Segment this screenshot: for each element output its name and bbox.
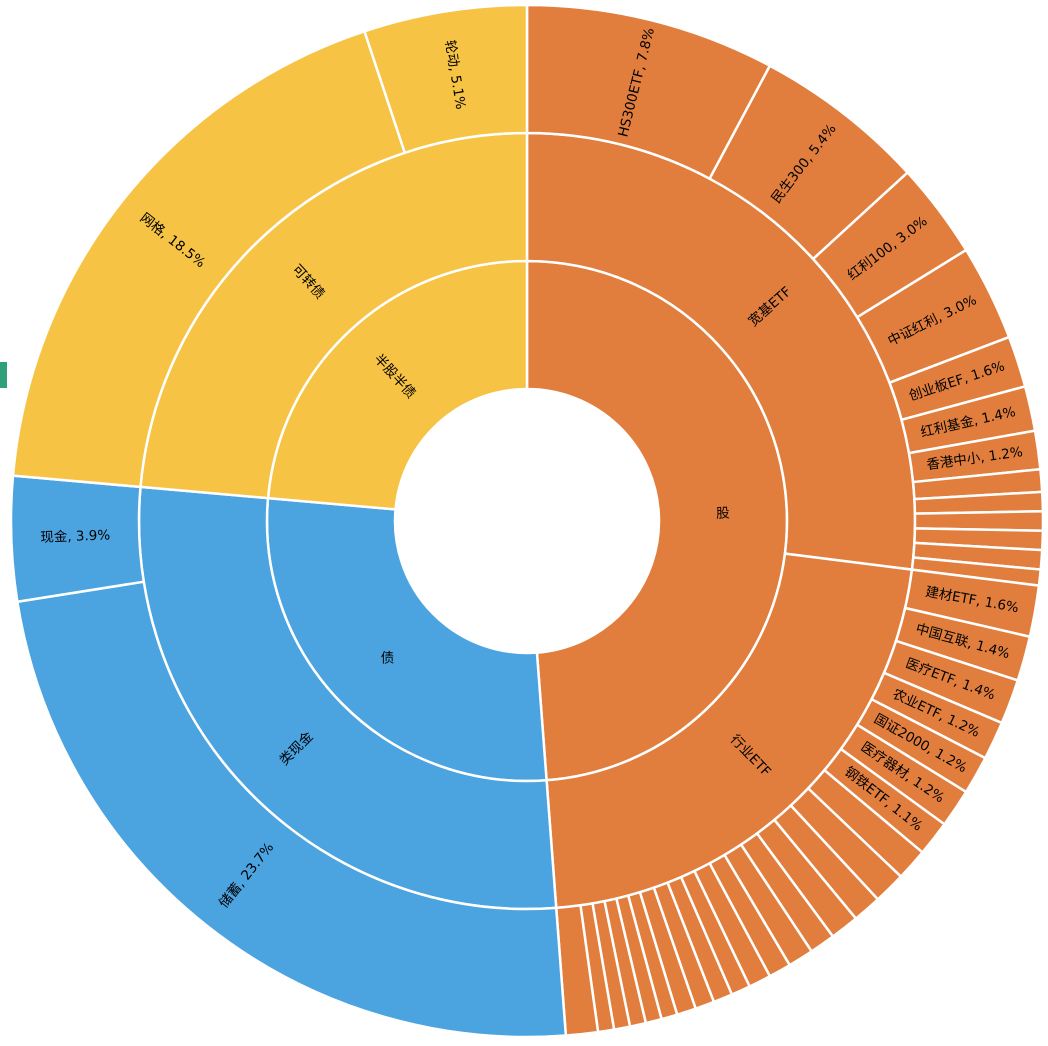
left-edge-artifact bbox=[0, 362, 7, 388]
segment-储蓄[interactable] bbox=[16, 580, 568, 1039]
label-股: 股 bbox=[716, 505, 731, 522]
segment-轮动[interactable] bbox=[363, 3, 529, 155]
label-现金, 3.9%: 现金, 3.9% bbox=[40, 527, 111, 545]
label-债: 债 bbox=[381, 651, 395, 667]
